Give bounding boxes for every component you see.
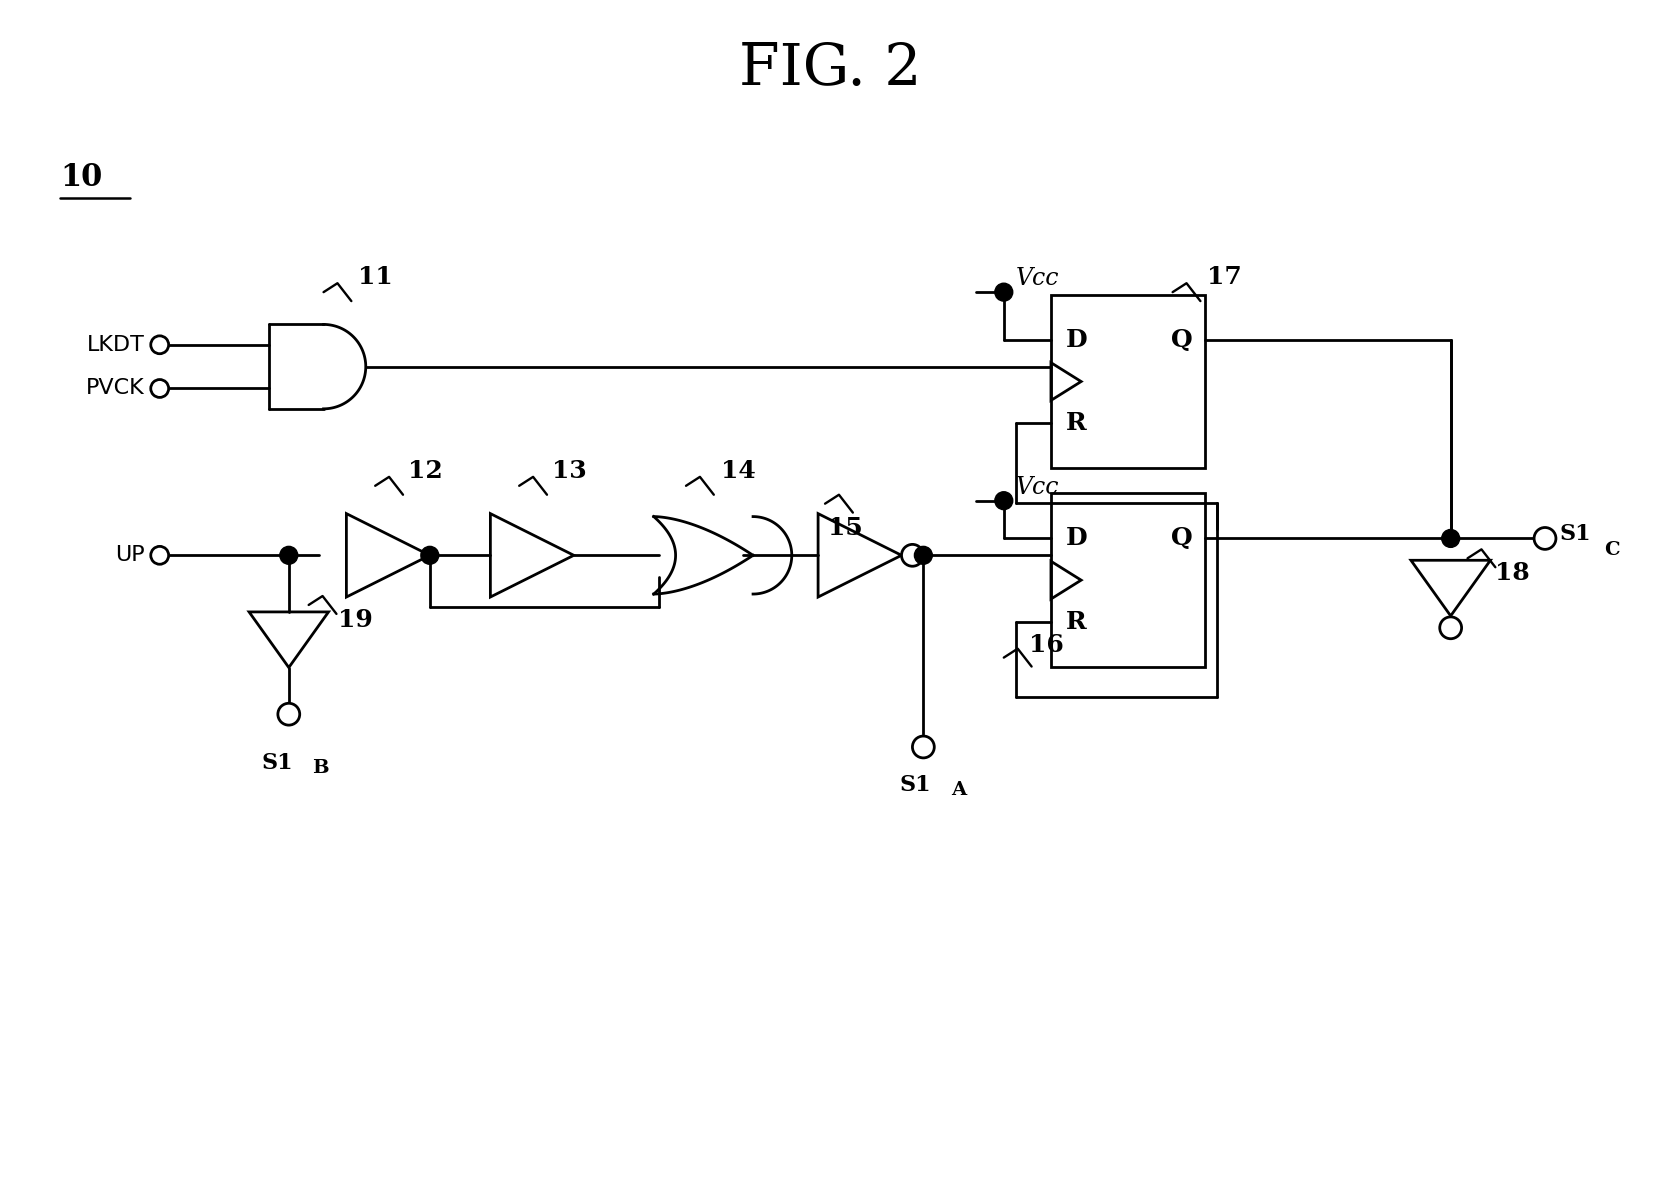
Circle shape	[901, 545, 923, 566]
Circle shape	[1442, 529, 1460, 547]
Text: LKDT: LKDT	[86, 335, 145, 355]
Text: 18: 18	[1495, 562, 1530, 586]
Text: S1: S1	[900, 774, 931, 796]
Text: 11: 11	[358, 265, 392, 289]
Circle shape	[994, 283, 1013, 301]
Text: Q: Q	[1171, 328, 1192, 352]
Text: D: D	[1066, 328, 1088, 352]
Circle shape	[151, 336, 168, 354]
Text: C: C	[1605, 541, 1620, 559]
Bar	[1051, 295, 1206, 468]
Circle shape	[151, 546, 168, 564]
Text: D: D	[1066, 527, 1088, 551]
Text: B: B	[311, 758, 328, 776]
Text: Q: Q	[1171, 527, 1192, 551]
Text: FIG. 2: FIG. 2	[738, 41, 921, 97]
Text: UP: UP	[115, 545, 145, 565]
Text: R: R	[1066, 412, 1086, 436]
Bar	[1051, 493, 1206, 667]
Circle shape	[994, 492, 1013, 510]
Text: 16: 16	[1029, 632, 1063, 656]
Text: 15: 15	[828, 516, 863, 540]
Text: PVCK: PVCK	[86, 378, 145, 398]
Text: S1: S1	[261, 752, 293, 774]
Text: S1: S1	[1560, 523, 1591, 546]
Text: 12: 12	[407, 458, 442, 482]
Circle shape	[278, 703, 299, 725]
Circle shape	[151, 379, 168, 397]
Circle shape	[1533, 528, 1557, 550]
Text: Vcc: Vcc	[1016, 475, 1059, 499]
Circle shape	[421, 546, 439, 564]
Circle shape	[1440, 617, 1462, 638]
Text: Vcc: Vcc	[1016, 268, 1059, 290]
Text: 14: 14	[720, 458, 755, 482]
Circle shape	[915, 546, 933, 564]
Text: 19: 19	[339, 608, 373, 632]
Circle shape	[913, 736, 935, 758]
Text: R: R	[1066, 610, 1086, 634]
Text: A: A	[951, 781, 966, 799]
Text: 10: 10	[60, 162, 103, 193]
Text: 17: 17	[1207, 265, 1242, 289]
Circle shape	[279, 546, 298, 564]
Text: 13: 13	[552, 458, 587, 482]
